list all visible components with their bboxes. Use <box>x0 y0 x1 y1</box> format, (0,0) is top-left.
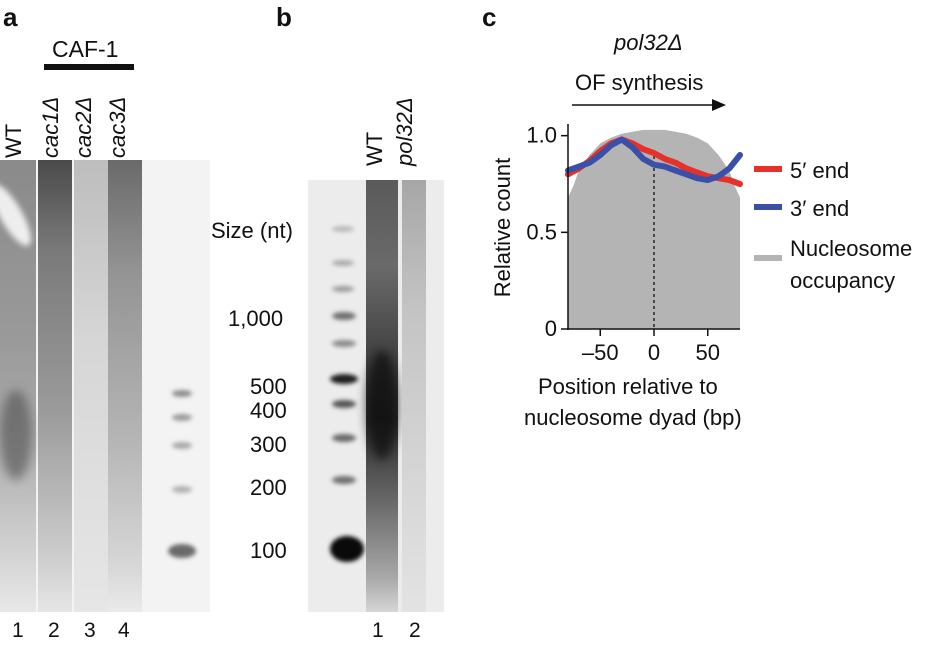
x-axis-label-line1: Position relative to <box>538 374 718 399</box>
panel-c-letter: c <box>482 2 497 32</box>
y-tick-label-2: 1.0 <box>526 123 557 148</box>
legend-label-5prime: 5′ end <box>790 158 850 183</box>
size-marker-400: 400 <box>250 398 287 423</box>
gel-b-lane-pol32 <box>402 180 426 612</box>
gel-b-ladder-200 <box>332 476 356 484</box>
lane-a2-label: cac1Δ <box>38 96 63 158</box>
gel-a-lane-1-smear <box>0 390 32 480</box>
of-synthesis-arrow-head <box>712 99 726 111</box>
gel-b-ladder-1000 <box>332 312 356 320</box>
gel-b-ladder-300 <box>332 434 356 442</box>
gel-b-ladder-3 <box>332 286 354 292</box>
gel-b-lane-wt-smear <box>366 350 398 460</box>
x-tick-label-1: 0 <box>648 340 660 365</box>
lane-a1-number: 1 <box>12 619 24 642</box>
caf1-group-label: CAF-1 <box>52 36 119 62</box>
lane-a4-label: cac3Δ <box>105 96 130 158</box>
panel-b-letter: b <box>276 2 292 32</box>
gel-b-ladder-100 <box>330 536 364 562</box>
lane-a3-label: cac2Δ <box>71 96 96 158</box>
caf1-group-bar <box>44 64 134 70</box>
lane-b2-label: pol32Δ <box>392 97 417 166</box>
arrow-label: OF synthesis <box>575 70 704 95</box>
lane-a4-number: 4 <box>118 619 130 642</box>
y-axis-label: Relative count <box>490 158 515 297</box>
y-tick-label-1: 0.5 <box>526 219 557 244</box>
lane-b2-number: 2 <box>409 619 421 642</box>
gel-a-lane-4 <box>108 160 142 612</box>
x-axis-label-line2: nucleosome dyad (bp) <box>524 405 742 430</box>
series-3prime-line <box>565 136 743 184</box>
panel-c-title: pol32Δ <box>614 30 683 55</box>
gel-b-ladder-800 <box>332 340 356 347</box>
size-marker-200: 200 <box>250 475 287 500</box>
legend-label-nucleosome: Nucleosome <box>790 236 913 261</box>
gel-a <box>0 160 210 612</box>
size-marker-300: 300 <box>250 432 287 457</box>
gel-a-marker-300 <box>172 442 192 449</box>
size-header: Size (nt) <box>211 218 293 243</box>
x-tick-label-2: 50 <box>696 340 720 365</box>
size-marker-100: 100 <box>250 538 287 563</box>
gel-a-marker-100 <box>168 544 196 558</box>
size-marker-1000: 1,000 <box>228 306 284 331</box>
lane-a3-number: 3 <box>84 619 96 642</box>
gel-a-lane-2 <box>38 160 72 612</box>
lane-a2-number: 2 <box>48 619 60 642</box>
gel-b <box>308 180 444 612</box>
gel-a-lane-3 <box>74 160 108 612</box>
lane-b1-label: WT <box>362 131 387 166</box>
nucleosome-chart: 0 0.5 1.0 –50 0 50 Relative count <box>490 99 782 365</box>
size-marker-500: 500 <box>250 374 287 399</box>
gel-a-marker-200 <box>172 486 192 493</box>
lane-b1-number: 1 <box>372 619 384 642</box>
gel-b-ladder-1 <box>332 226 354 232</box>
gel-a-marker-400 <box>172 414 192 421</box>
gel-b-ladder-400 <box>332 400 356 408</box>
legend-label-occupancy: occupancy <box>790 268 896 293</box>
gel-b-ladder-500 <box>330 374 358 384</box>
legend-label-3prime: 3′ end <box>790 196 850 221</box>
y-tick-label-0: 0 <box>545 316 557 341</box>
gel-b-ladder-2 <box>332 260 354 266</box>
gel-a-marker-500 <box>172 390 192 397</box>
panel-a-letter: a <box>3 2 18 32</box>
x-tick-label-0: –50 <box>582 340 619 365</box>
lane-a1-label: WT <box>1 123 26 158</box>
